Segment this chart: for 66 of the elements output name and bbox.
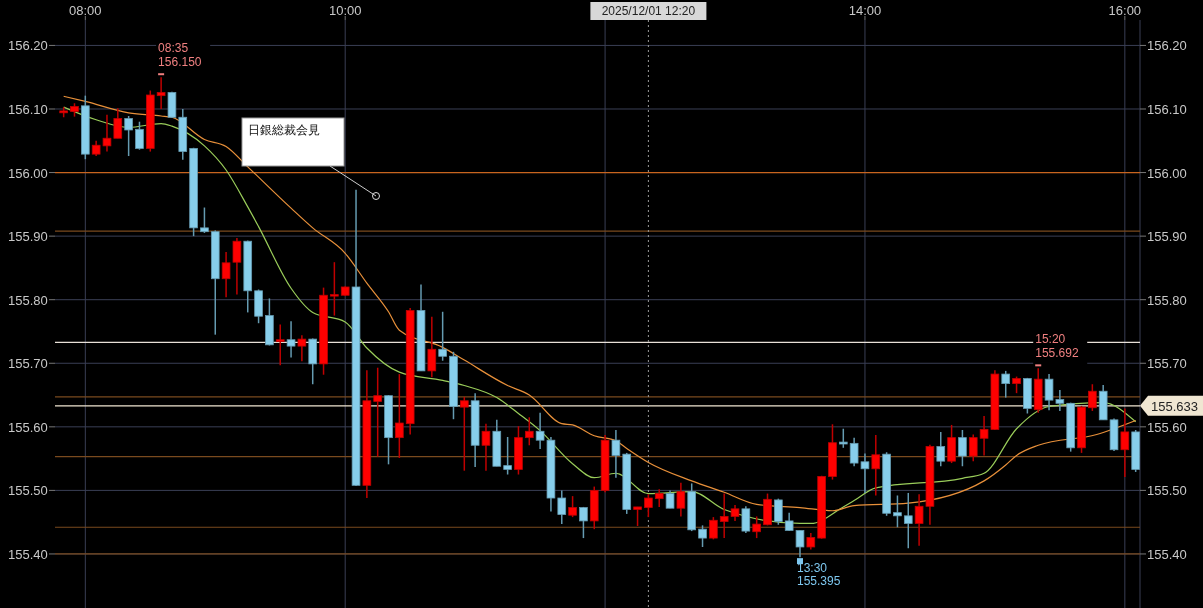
y-tick-label: 155.80 <box>8 292 48 308</box>
y2-tick-label: 155.40 <box>1147 546 1187 562</box>
candlestick <box>557 489 567 525</box>
y-tick-label: 156.10 <box>8 101 48 117</box>
y-tick-label: 155.40 <box>8 546 48 562</box>
candlestick <box>135 120 144 151</box>
candlestick <box>903 492 913 549</box>
y-tick-label: 155.60 <box>8 419 48 435</box>
candlestick <box>568 495 577 518</box>
candlestick <box>698 524 707 548</box>
candlestick <box>427 316 437 378</box>
candlestick <box>676 482 686 518</box>
x-tick-label: 10:00 <box>328 3 362 18</box>
annotation: 15:20 155.692 <box>1035 332 1079 361</box>
x-tick-label: 16:00 <box>1108 3 1142 18</box>
candlestick <box>968 433 978 462</box>
x-tick-label: 08:00 <box>69 3 102 18</box>
candlestick <box>611 429 621 479</box>
candlestick <box>893 494 902 529</box>
ref-line-label: 2025/12/01 12:20 <box>601 4 696 18</box>
y2-tick-label: 156.00 <box>1147 165 1187 181</box>
candlestick <box>871 434 881 497</box>
candlestick <box>774 497 783 526</box>
candlestick <box>200 206 209 234</box>
y2-tick-label: 155.60 <box>1147 419 1187 435</box>
candlestick <box>460 396 469 472</box>
annotation: 08:35 156.150 <box>158 41 202 70</box>
candlestick <box>286 320 296 359</box>
y-tick-label: 156.20 <box>8 38 48 54</box>
y2-tick-label: 155.90 <box>1147 229 1187 245</box>
candlestick <box>438 311 447 362</box>
candlestick <box>275 323 285 366</box>
candlestick <box>1001 370 1011 399</box>
y2-tick-label: 155.50 <box>1147 483 1187 499</box>
candlestick <box>503 436 512 476</box>
candlestick <box>124 115 133 157</box>
candlestick <box>741 505 751 534</box>
candlestick <box>936 431 946 467</box>
y-tick-label: 155.70 <box>8 356 48 372</box>
y-tick-label: 156.00 <box>8 165 48 181</box>
y2-tick-label: 155.70 <box>1147 356 1187 372</box>
candlestick <box>297 334 307 363</box>
candlestick <box>752 515 761 539</box>
candlestick <box>156 76 166 110</box>
candlestick <box>633 506 642 527</box>
candlestick <box>1120 407 1130 478</box>
candlestick <box>1088 383 1097 412</box>
candlestick <box>395 373 404 459</box>
candlestick <box>947 424 956 464</box>
y2-tick-label: 156.20 <box>1147 38 1187 54</box>
ref-line-label: 155.633 <box>1151 398 1198 414</box>
y2-tick-label: 155.80 <box>1147 292 1187 308</box>
candlestick <box>330 261 339 317</box>
candlestick <box>481 422 491 472</box>
candlestick <box>373 366 382 458</box>
x-tick-label: 14:00 <box>848 3 882 18</box>
candlestick <box>579 506 588 539</box>
y-tick-label: 155.90 <box>8 229 48 245</box>
y-tick-label: 155.50 <box>8 483 48 499</box>
annotation: 13:30 155.395 <box>796 561 841 589</box>
candlestick <box>524 416 534 447</box>
annotation: 日銀総裁会見 <box>248 123 320 137</box>
y2-tick-label: 156.10 <box>1147 101 1187 117</box>
candlestick <box>644 493 653 518</box>
candlestick <box>839 427 848 449</box>
candlestick <box>958 429 967 467</box>
